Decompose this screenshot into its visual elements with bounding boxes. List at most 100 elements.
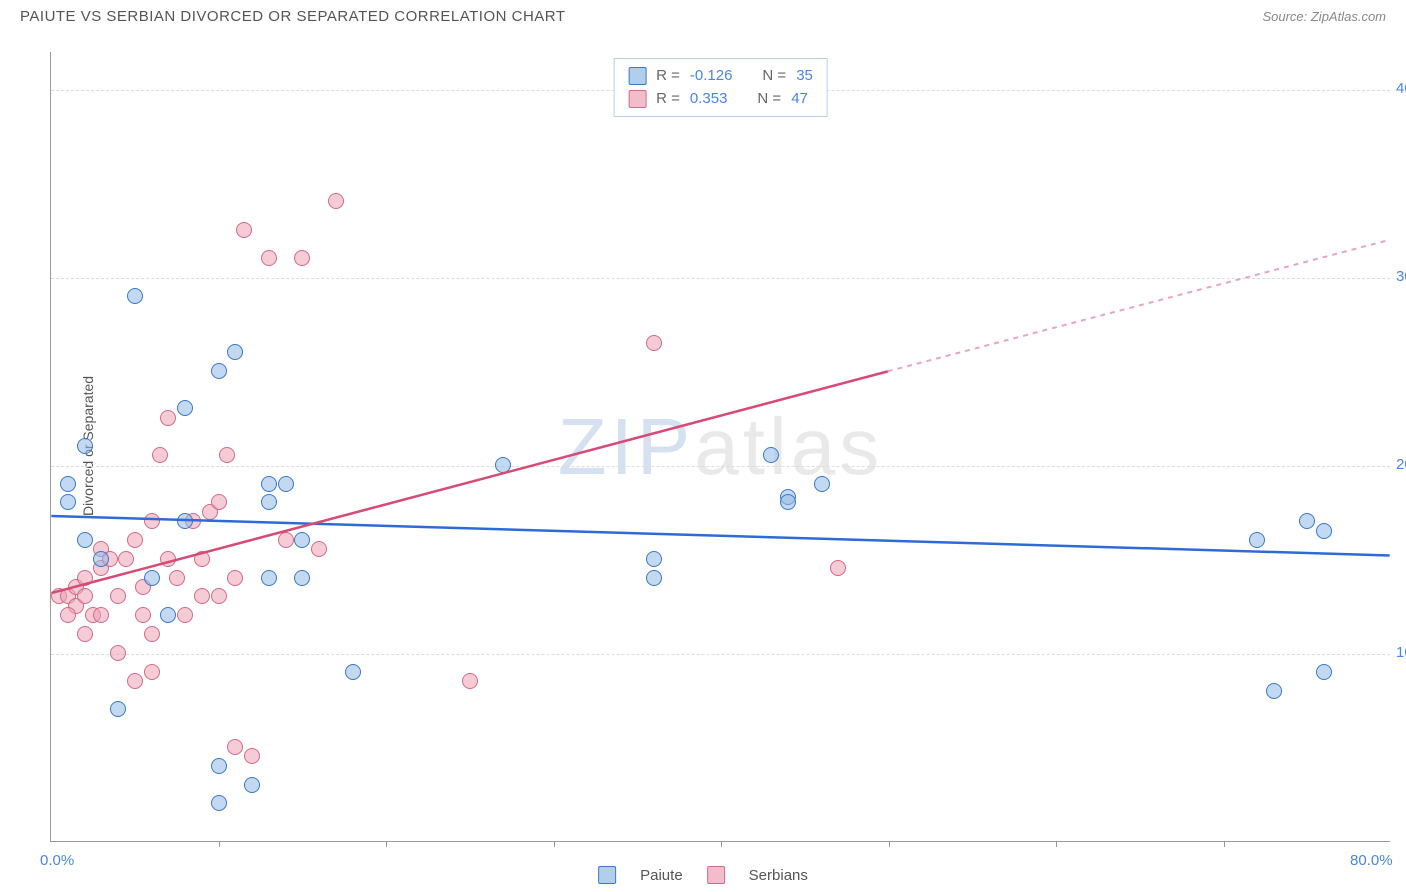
data-point — [177, 513, 193, 529]
n-label: N = — [762, 65, 786, 88]
trend-lines — [51, 52, 1390, 841]
data-point — [236, 222, 252, 238]
y-tick-label: 40.0% — [1396, 80, 1406, 97]
data-point — [244, 777, 260, 793]
r-value-2: 0.353 — [690, 88, 728, 111]
swatch-blue-icon — [628, 67, 646, 85]
x-tick — [1056, 841, 1057, 847]
data-point — [211, 494, 227, 510]
grid-line — [51, 466, 1390, 467]
data-point — [160, 551, 176, 567]
r-value-1: -0.126 — [690, 65, 733, 88]
x-tick-label: 80.0% — [1350, 852, 1393, 869]
data-point — [227, 344, 243, 360]
data-point — [646, 335, 662, 351]
legend-label-1: Paiute — [640, 867, 683, 884]
data-point — [244, 748, 260, 764]
x-tick — [386, 841, 387, 847]
data-point — [118, 551, 134, 567]
legend-correlation: R = -0.126 N = 35 R = 0.353 N = 47 — [613, 58, 828, 117]
data-point — [219, 447, 235, 463]
chart-plot-area: ZIPatlas R = -0.126 N = 35 R = 0.353 N =… — [50, 52, 1390, 842]
watermark: ZIPatlas — [558, 401, 883, 493]
legend-label-2: Serbians — [749, 867, 808, 884]
data-point — [177, 400, 193, 416]
trend-line — [888, 240, 1390, 372]
data-point — [160, 607, 176, 623]
data-point — [495, 457, 511, 473]
data-point — [328, 193, 344, 209]
data-point — [294, 250, 310, 266]
trend-line — [51, 516, 1389, 555]
legend-row-1: R = -0.126 N = 35 — [628, 65, 813, 88]
data-point — [177, 607, 193, 623]
data-point — [211, 363, 227, 379]
data-point — [261, 250, 277, 266]
data-point — [127, 532, 143, 548]
data-point — [345, 664, 361, 680]
r-label: R = — [656, 88, 680, 111]
data-point — [60, 476, 76, 492]
y-tick-label: 20.0% — [1396, 456, 1406, 473]
y-tick-label: 10.0% — [1396, 644, 1406, 661]
n-label: N = — [757, 88, 781, 111]
data-point — [462, 673, 478, 689]
data-point — [646, 570, 662, 586]
n-value-2: 47 — [791, 88, 808, 111]
data-point — [780, 494, 796, 510]
data-point — [227, 570, 243, 586]
swatch-pink-icon — [707, 866, 725, 884]
data-point — [261, 476, 277, 492]
data-point — [110, 701, 126, 717]
data-point — [194, 551, 210, 567]
data-point — [60, 607, 76, 623]
data-point — [160, 410, 176, 426]
data-point — [261, 570, 277, 586]
watermark-prefix: ZIP — [558, 402, 694, 491]
y-tick-label: 30.0% — [1396, 268, 1406, 285]
source-label: Source: ZipAtlas.com — [1262, 9, 1386, 24]
data-point — [294, 532, 310, 548]
data-point — [1316, 664, 1332, 680]
data-point — [144, 570, 160, 586]
grid-line — [51, 278, 1390, 279]
data-point — [278, 476, 294, 492]
data-point — [1266, 683, 1282, 699]
data-point — [60, 494, 76, 510]
data-point — [77, 626, 93, 642]
legend-row-2: R = 0.353 N = 47 — [628, 88, 813, 111]
x-tick — [1224, 841, 1225, 847]
data-point — [814, 476, 830, 492]
data-point — [93, 551, 109, 567]
x-tick — [219, 841, 220, 847]
chart-title: PAIUTE VS SERBIAN DIVORCED OR SEPARATED … — [20, 8, 566, 25]
data-point — [77, 532, 93, 548]
data-point — [763, 447, 779, 463]
data-point — [144, 626, 160, 642]
data-point — [110, 645, 126, 661]
data-point — [169, 570, 185, 586]
legend-series: Paiute Serbians — [598, 866, 808, 884]
data-point — [93, 607, 109, 623]
data-point — [211, 588, 227, 604]
x-tick-label: 0.0% — [40, 852, 74, 869]
data-point — [77, 588, 93, 604]
data-point — [127, 288, 143, 304]
x-tick — [721, 841, 722, 847]
data-point — [830, 560, 846, 576]
swatch-blue-icon — [598, 866, 616, 884]
data-point — [227, 739, 243, 755]
data-point — [211, 758, 227, 774]
data-point — [152, 447, 168, 463]
x-tick — [889, 841, 890, 847]
data-point — [1299, 513, 1315, 529]
data-point — [1316, 523, 1332, 539]
data-point — [144, 664, 160, 680]
data-point — [135, 607, 151, 623]
data-point — [144, 513, 160, 529]
data-point — [646, 551, 662, 567]
data-point — [311, 541, 327, 557]
data-point — [77, 570, 93, 586]
data-point — [77, 438, 93, 454]
data-point — [1249, 532, 1265, 548]
